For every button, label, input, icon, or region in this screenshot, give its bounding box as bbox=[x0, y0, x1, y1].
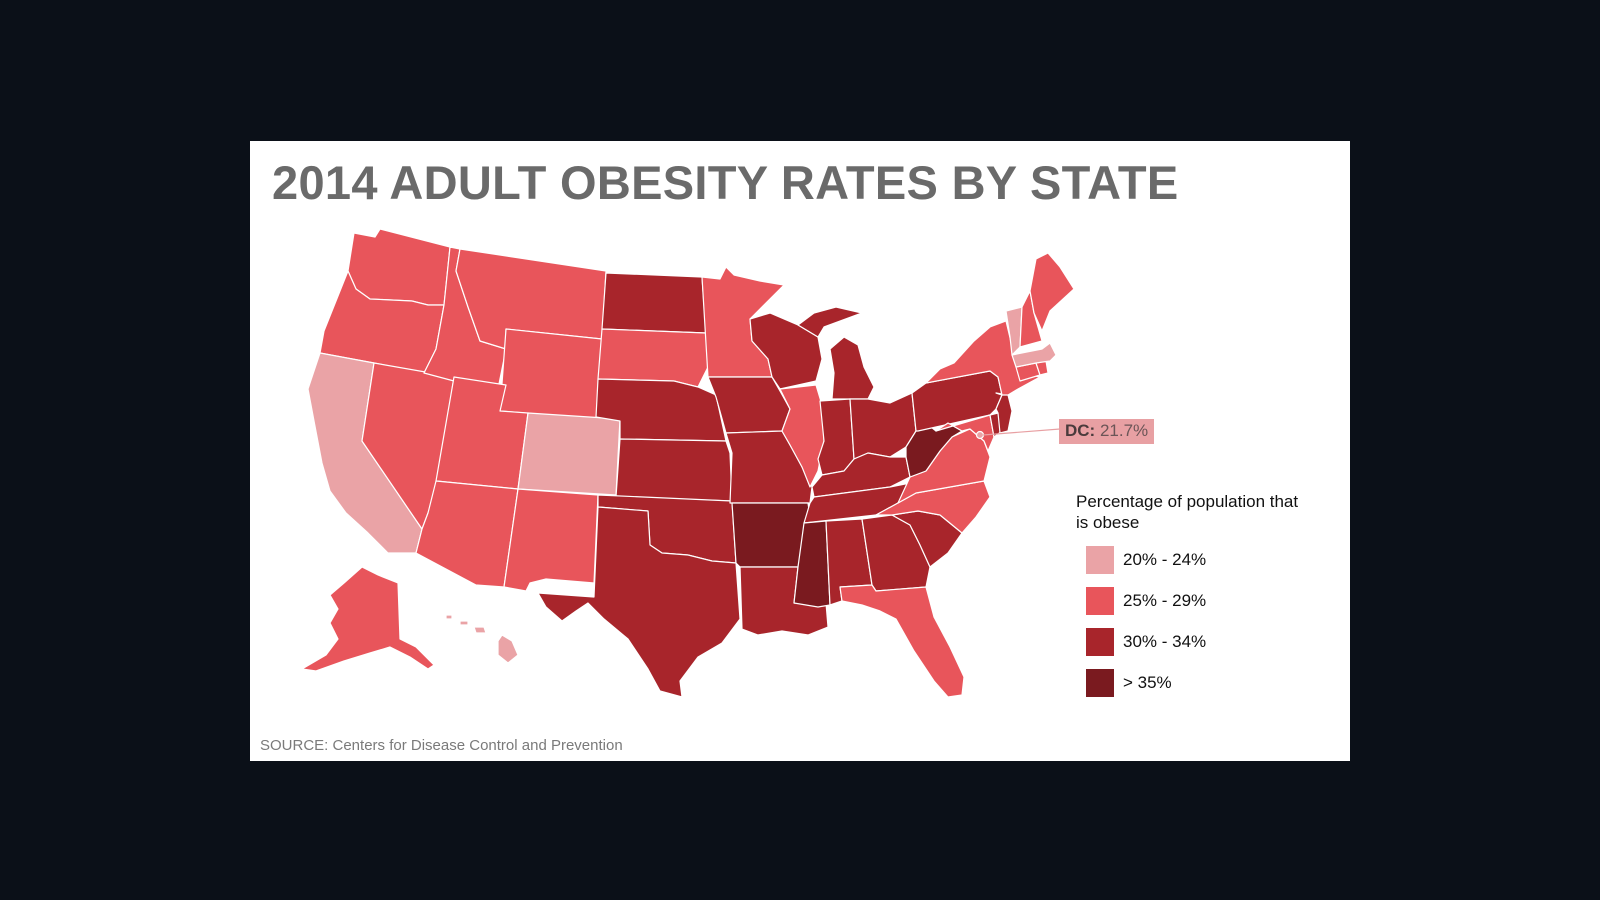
legend-title: Percentage of population that is obese bbox=[1076, 492, 1299, 532]
legend-item: > 35% bbox=[1076, 669, 1336, 697]
legend-item: 25% - 29% bbox=[1076, 587, 1336, 615]
state-AR[interactable] bbox=[731, 502, 811, 568]
state-SD[interactable] bbox=[597, 328, 709, 388]
legend-label: 25% - 29% bbox=[1123, 591, 1207, 610]
state-NH[interactable] bbox=[1019, 290, 1043, 348]
state-CO[interactable] bbox=[517, 412, 621, 496]
legend-swatch bbox=[1086, 546, 1114, 574]
state-KS[interactable] bbox=[615, 438, 733, 502]
infographic-card: 2014 ADULT OBESITY RATES BY STATE DC: 21… bbox=[250, 141, 1350, 761]
dc-callout-value: 21.7% bbox=[1099, 421, 1149, 440]
legend-label: > 35% bbox=[1123, 673, 1172, 692]
us-choropleth-map bbox=[301, 228, 1075, 698]
legend: Percentage of population that is obese 2… bbox=[1076, 491, 1336, 697]
source-note: SOURCE: Centers for Disease Control and … bbox=[260, 737, 623, 754]
legend-swatch bbox=[1086, 587, 1114, 615]
state-DC[interactable] bbox=[975, 430, 985, 440]
state-IN[interactable] bbox=[817, 398, 855, 476]
dc-callout-label: DC: bbox=[1065, 421, 1096, 440]
legend-label: 30% - 34% bbox=[1123, 632, 1207, 651]
state-ME[interactable] bbox=[1029, 252, 1075, 332]
legend-swatch bbox=[1086, 669, 1114, 697]
dc-callout: DC: 21.7% bbox=[1059, 419, 1155, 444]
state-NM[interactable] bbox=[503, 488, 599, 592]
chart-title: 2014 ADULT OBESITY RATES BY STATE bbox=[272, 156, 1179, 209]
state-WI[interactable] bbox=[749, 312, 823, 390]
state-TX[interactable] bbox=[537, 506, 741, 698]
legend-item: 30% - 34% bbox=[1076, 628, 1336, 656]
state-VT[interactable] bbox=[1005, 306, 1023, 356]
legend-label: 20% - 24% bbox=[1123, 550, 1207, 569]
state-MA[interactable] bbox=[1011, 342, 1057, 368]
legend-swatch bbox=[1086, 628, 1114, 656]
legend-item: 20% - 24% bbox=[1076, 546, 1336, 574]
state-MI[interactable] bbox=[797, 306, 875, 400]
state-WY[interactable] bbox=[499, 328, 603, 420]
state-FL[interactable] bbox=[839, 584, 965, 698]
state-ND[interactable] bbox=[601, 272, 707, 334]
state-IL[interactable] bbox=[779, 384, 825, 488]
state-AK[interactable] bbox=[301, 566, 435, 672]
state-HI[interactable] bbox=[445, 614, 519, 664]
state-NJ[interactable] bbox=[995, 392, 1013, 434]
dc-leader-line bbox=[982, 428, 1061, 436]
